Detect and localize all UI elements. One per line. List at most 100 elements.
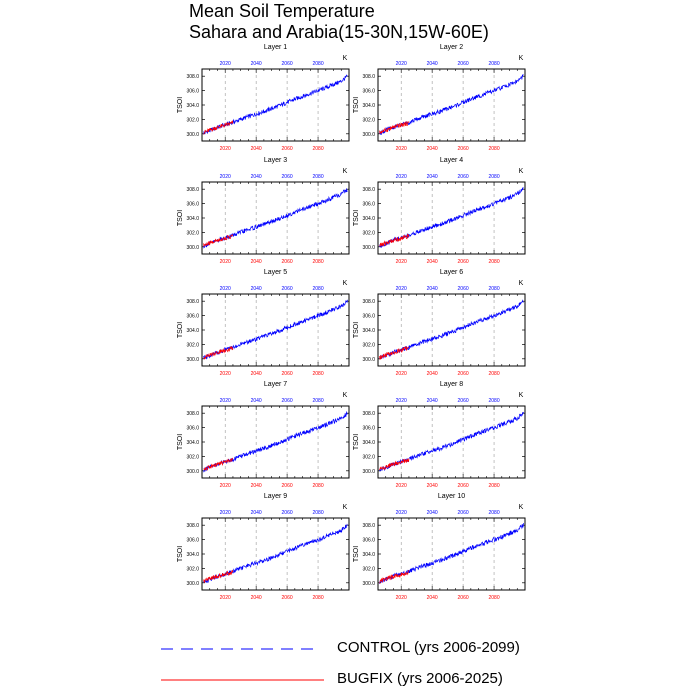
y-tick-label: 304.0 (362, 216, 375, 222)
panel-title: Layer 6 (440, 269, 463, 276)
series-bugfix-line (203, 346, 234, 360)
panel-frame (377, 293, 526, 367)
x-tick-label-bottom: 2080 (312, 483, 323, 489)
panel-frame (377, 405, 526, 479)
x-tick-label-top: 2060 (282, 398, 293, 404)
y-tick-label: 306.0 (186, 426, 199, 432)
units-label: K (519, 504, 524, 511)
y-tick-label: 304.0 (362, 552, 375, 558)
panel-title: Layer 4 (440, 157, 463, 164)
y-tick-label: 300.0 (186, 581, 199, 587)
y-tick-label: 300.0 (186, 245, 199, 251)
legend-control-label: CONTROL (yrs 2006-2099) (337, 639, 520, 656)
units-label: K (519, 55, 524, 62)
x-tick-label-bottom: 2020 (396, 595, 407, 601)
panel-title: Layer 1 (264, 44, 287, 51)
y-tick-label: 300.0 (362, 469, 375, 475)
x-tick-label-top: 2020 (396, 61, 407, 67)
x-tick-label-top: 2040 (251, 286, 262, 292)
x-tick-label-top: 2020 (396, 286, 407, 292)
x-tick-label-bottom: 2040 (427, 595, 438, 601)
x-tick-label-top: 2080 (488, 510, 499, 516)
x-tick-label-top: 2060 (282, 61, 293, 67)
units-label: K (519, 168, 524, 175)
x-tick-label-bottom: 2020 (396, 371, 407, 377)
series-bugfix-line (379, 569, 410, 584)
x-tick-label-top: 2080 (312, 286, 323, 292)
panel-frame (377, 517, 526, 591)
x-tick-label-bottom: 2080 (488, 595, 499, 601)
y-tick-label: 304.0 (362, 103, 375, 109)
panel-layer-2: Layer 2 K TSOI 300.0 302.0 304.0 306.0 308.0 202… (353, 44, 526, 152)
panel-title: Layer 5 (264, 269, 287, 276)
y-tick-label: 302.0 (362, 342, 375, 348)
x-tick-label-bottom: 2040 (251, 371, 262, 377)
y-tick-label: 302.0 (186, 454, 199, 460)
units-label: K (519, 392, 524, 399)
y-tick-label: 304.0 (186, 328, 199, 334)
x-tick-label-top: 2040 (427, 61, 438, 67)
panel-title: Layer 10 (438, 493, 465, 500)
x-tick-label-top: 2040 (251, 61, 262, 67)
x-tick-label-bottom: 2080 (488, 259, 499, 265)
y-tick-label: 306.0 (186, 89, 199, 95)
x-tick-label-bottom: 2080 (312, 595, 323, 601)
series-bugfix-line (203, 457, 234, 471)
x-tick-label-bottom: 2020 (396, 259, 407, 265)
panel-layer-6: Layer 6 K TSOI 300.0 302.0 304.0 306.0 308.0 202… (353, 269, 526, 377)
panel-layer-10: Layer 10 K TSOI 300.0 302.0 304.0 306.0 308.0 20… (353, 493, 526, 601)
y-tick-label: 308.0 (186, 523, 199, 529)
y-axis-label: TSOI (353, 97, 360, 113)
panel-frame (201, 181, 350, 255)
x-tick-label-bottom: 2060 (282, 595, 293, 601)
chart-title-line-2: Sahara and Arabia(15-30N,15W-60E) (189, 22, 489, 42)
y-tick-label: 302.0 (362, 454, 375, 460)
legend-bugfix-label: BUGFIX (yrs 2006-2025) (337, 670, 503, 687)
panel-layer-4: Layer 4 K TSOI 300.0 302.0 304.0 306.0 308.0 202… (353, 157, 526, 265)
x-tick-label-bottom: 2040 (251, 146, 262, 152)
x-tick-label-top: 2080 (488, 286, 499, 292)
y-tick-label: 302.0 (186, 342, 199, 348)
x-tick-label-bottom: 2080 (312, 371, 323, 377)
x-tick-label-bottom: 2040 (427, 146, 438, 152)
y-tick-label: 306.0 (362, 314, 375, 320)
units-label: K (343, 392, 348, 399)
series-control-line (203, 299, 348, 360)
y-tick-label: 308.0 (186, 74, 199, 80)
units-label: K (519, 280, 524, 287)
units-label: K (343, 55, 348, 62)
y-tick-label: 302.0 (362, 117, 375, 123)
x-tick-label-top: 2020 (220, 510, 231, 516)
y-tick-label: 308.0 (186, 299, 199, 305)
x-tick-label-bottom: 2060 (282, 146, 293, 152)
x-tick-label-top: 2020 (396, 398, 407, 404)
panel-frame (377, 181, 526, 255)
y-tick-label: 300.0 (186, 357, 199, 363)
x-tick-label-bottom: 2060 (458, 483, 469, 489)
x-tick-label-top: 2080 (312, 61, 323, 67)
panel-frame (201, 68, 350, 142)
y-tick-label: 308.0 (186, 187, 199, 193)
x-tick-label-top: 2040 (427, 174, 438, 180)
y-tick-label: 302.0 (186, 117, 199, 123)
y-tick-label: 304.0 (362, 328, 375, 334)
x-tick-label-bottom: 2040 (251, 259, 262, 265)
x-tick-label-bottom: 2060 (458, 146, 469, 152)
x-tick-label-top: 2080 (312, 510, 323, 516)
x-tick-label-top: 2020 (396, 174, 407, 180)
y-tick-label: 302.0 (186, 566, 199, 572)
y-tick-label: 300.0 (186, 132, 199, 138)
x-tick-label-top: 2060 (282, 510, 293, 516)
units-label: K (343, 168, 348, 175)
y-tick-label: 306.0 (186, 314, 199, 320)
x-tick-label-top: 2060 (458, 61, 469, 67)
y-axis-label: TSOI (177, 97, 184, 113)
y-tick-label: 308.0 (186, 411, 199, 417)
x-tick-label-bottom: 2080 (488, 146, 499, 152)
x-tick-label-bottom: 2060 (282, 483, 293, 489)
panel-title: Layer 3 (264, 157, 287, 164)
y-tick-label: 308.0 (362, 411, 375, 417)
y-tick-label: 300.0 (362, 132, 375, 138)
x-tick-label-bottom: 2060 (458, 595, 469, 601)
